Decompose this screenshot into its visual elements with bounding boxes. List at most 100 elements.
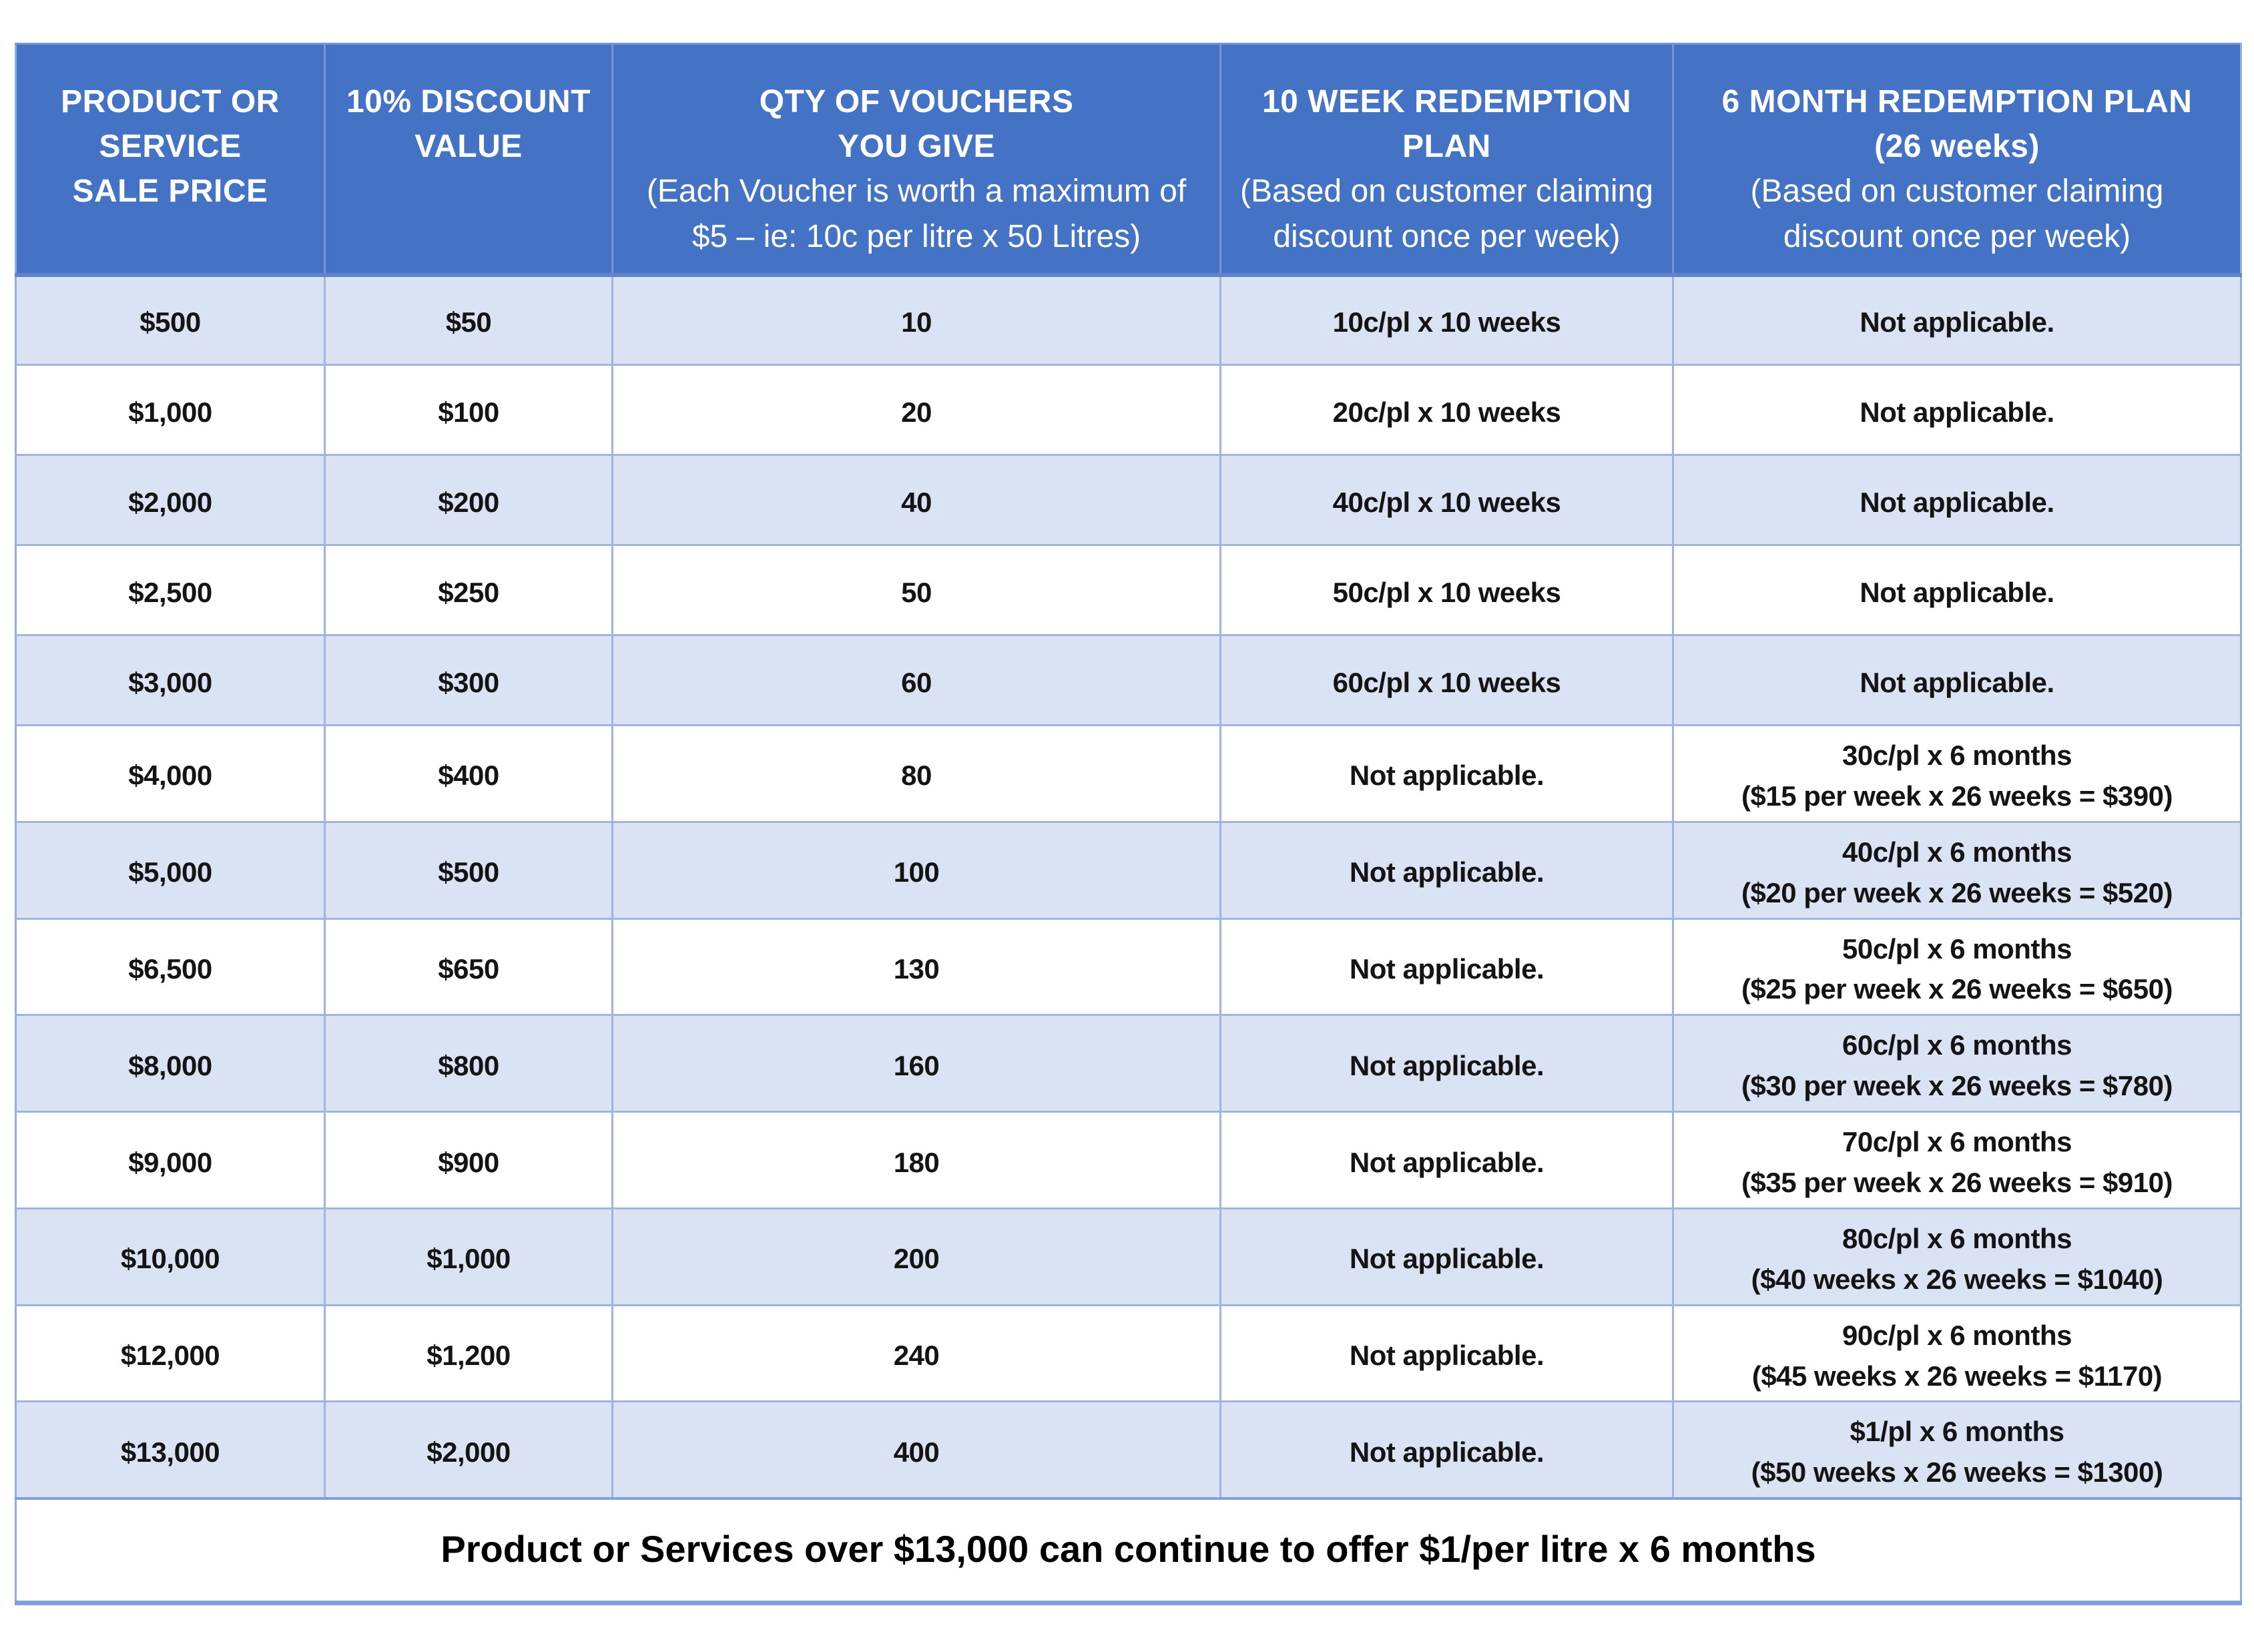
cell-voucher-qty: 200 — [611, 1207, 1221, 1306]
plan-line-2: ($40 weeks x 26 weeks = $1040) — [1751, 1263, 2163, 1295]
table-row: $2,500 $250 50 50c/pl x 10 weeks Not app… — [15, 544, 2242, 636]
cell-voucher-qty: 20 — [611, 364, 1221, 456]
table-header: PRODUCT OR SERVICE SALE PRICE 10% DISCOU… — [15, 43, 2242, 277]
table-row: $500 $50 10 10c/pl x 10 weeks Not applic… — [15, 274, 2242, 366]
table-row: $9,000 $900 180 Not applicable. 70c/pl x… — [15, 1111, 2242, 1209]
header-sale-price-title: PRODUCT OR SERVICE SALE PRICE — [61, 84, 280, 210]
plan-line-1: 80c/pl x 6 months — [1842, 1222, 2072, 1254]
plan-line-1: Not applicable. — [1860, 486, 2054, 518]
cell-10-week-plan: Not applicable. — [1219, 1400, 1674, 1500]
cell-6-month-plan: Not applicable. — [1672, 544, 2242, 636]
table-row: $12,000 $1,200 240 Not applicable. 90c/p… — [15, 1304, 2242, 1403]
header-10-week-plan-note: (Based on customer claiming discount onc… — [1240, 174, 1653, 254]
table-row: $4,000 $400 80 Not applicable. 30c/pl x … — [15, 724, 2242, 823]
cell-10-week-plan: Not applicable. — [1219, 1304, 1674, 1403]
plan-line-1: 90c/pl x 6 months — [1842, 1319, 2072, 1351]
footer-note: Product or Services over $13,000 can con… — [15, 1497, 2242, 1605]
plan-line-1: Not applicable. — [1860, 396, 2054, 428]
plan-line-1: 40c/pl x 6 months — [1842, 836, 2072, 868]
cell-voucher-qty: 100 — [611, 820, 1221, 920]
plan-line-1: Not applicable. — [1860, 666, 2054, 698]
plan-line-1: 70c/pl x 6 months — [1842, 1126, 2072, 1158]
cell-sale-price: $2,500 — [15, 544, 326, 636]
plan-line-1: Not applicable. — [1860, 306, 2054, 338]
cell-6-month-plan: 60c/pl x 6 months ($30 per week x 26 week… — [1672, 1014, 2242, 1113]
table-row: $10,000 $1,000 200 Not applicable. 80c/p… — [15, 1207, 2242, 1306]
header-6-month-plan-note: (Based on customer claiming discount onc… — [1750, 174, 2164, 254]
cell-10-week-plan: 20c/pl x 10 weeks — [1219, 364, 1674, 456]
cell-discount-value: $250 — [324, 544, 613, 636]
header-10-week-plan-title: 10 WEEK REDEMPTION PLAN — [1261, 84, 1632, 165]
cell-sale-price: $1,000 — [15, 364, 326, 456]
plan-line-1: 60c/pl x 6 months — [1842, 1029, 2072, 1061]
plan-line-2: ($35 per week x 26 weeks = $910) — [1741, 1167, 2173, 1199]
header-discount-value: 10% DISCOUNT VALUE — [324, 43, 613, 277]
cell-voucher-qty: 60 — [611, 634, 1221, 726]
plan-line-1: Not applicable. — [1860, 576, 2054, 608]
cell-sale-price: $8,000 — [15, 1014, 326, 1113]
cell-sale-price: $9,000 — [15, 1111, 326, 1209]
cell-sale-price: $2,000 — [15, 454, 326, 546]
cell-6-month-plan: 90c/pl x 6 months ($45 weeks x 26 weeks =… — [1672, 1304, 2242, 1403]
cell-sale-price: $500 — [15, 274, 326, 366]
voucher-redemption-table: PRODUCT OR SERVICE SALE PRICE 10% DISCOU… — [15, 43, 2242, 1605]
header-voucher-qty-title: QTY OF VOUCHERS YOU GIVE — [759, 84, 1074, 165]
cell-sale-price: $6,500 — [15, 917, 326, 1017]
cell-voucher-qty: 400 — [611, 1400, 1221, 1500]
cell-discount-value: $650 — [324, 917, 613, 1017]
table-row: $2,000 $200 40 40c/pl x 10 weeks Not app… — [15, 454, 2242, 546]
plan-line-2: ($50 weeks x 26 weeks = $1300) — [1751, 1456, 2163, 1488]
cell-6-month-plan: 50c/pl x 6 months ($25 per week x 26 week… — [1672, 917, 2242, 1017]
cell-voucher-qty: 160 — [611, 1014, 1221, 1113]
cell-6-month-plan: 30c/pl x 6 months ($15 per week x 26 week… — [1672, 724, 2242, 823]
plan-line-1: 50c/pl x 6 months — [1842, 932, 2072, 965]
cell-10-week-plan: Not applicable. — [1219, 820, 1674, 920]
header-row: PRODUCT OR SERVICE SALE PRICE 10% DISCOU… — [15, 43, 2242, 277]
cell-voucher-qty: 180 — [611, 1111, 1221, 1209]
plan-line-2: ($45 weeks x 26 weeks = $1170) — [1751, 1360, 2163, 1392]
cell-discount-value: $50 — [324, 274, 613, 366]
cell-discount-value: $500 — [324, 820, 613, 920]
cell-10-week-plan: 40c/pl x 10 weeks — [1219, 454, 1674, 546]
cell-sale-price: $13,000 — [15, 1400, 326, 1500]
footer-row: Product or Services over $13,000 can con… — [15, 1497, 2242, 1605]
cell-6-month-plan: Not applicable. — [1672, 634, 2242, 726]
table-footer: Product or Services over $13,000 can con… — [15, 1497, 2242, 1605]
plan-line-1: 30c/pl x 6 months — [1842, 740, 2072, 771]
cell-10-week-plan: Not applicable. — [1219, 1111, 1674, 1209]
cell-discount-value: $800 — [324, 1014, 613, 1113]
plan-line-2: ($15 per week x 26 weeks = $390) — [1741, 780, 2173, 812]
cell-discount-value: $300 — [324, 634, 613, 726]
cell-voucher-qty: 130 — [611, 917, 1221, 1017]
header-sale-price: PRODUCT OR SERVICE SALE PRICE — [15, 43, 326, 277]
plan-line-2: ($20 per week x 26 weeks = $520) — [1741, 876, 2173, 908]
cell-discount-value: $400 — [324, 724, 613, 823]
cell-6-month-plan: Not applicable. — [1672, 454, 2242, 546]
cell-discount-value: $2,000 — [324, 1400, 613, 1500]
header-discount-value-title: 10% DISCOUNT VALUE — [346, 84, 591, 165]
table-row: $6,500 $650 130 Not applicable. 50c/pl x… — [15, 917, 2242, 1017]
cell-discount-value: $1,200 — [324, 1304, 613, 1403]
cell-6-month-plan: Not applicable. — [1672, 274, 2242, 366]
cell-10-week-plan: Not applicable. — [1219, 724, 1674, 823]
cell-sale-price: $10,000 — [15, 1207, 326, 1306]
header-6-month-plan: 6 MONTH REDEMPTION PLAN (26 weeks) (Base… — [1672, 43, 2242, 277]
table-row: $1,000 $100 20 20c/pl x 10 weeks Not app… — [15, 364, 2242, 456]
plan-line-2: ($30 per week x 26 weeks = $780) — [1741, 1070, 2173, 1102]
cell-6-month-plan: $1/pl x 6 months ($50 weeks x 26 weeks = … — [1672, 1400, 2242, 1500]
table-row: $5,000 $500 100 Not applicable. 40c/pl x… — [15, 820, 2242, 920]
cell-discount-value: $100 — [324, 364, 613, 456]
cell-voucher-qty: 240 — [611, 1304, 1221, 1403]
cell-6-month-plan: Not applicable. — [1672, 364, 2242, 456]
cell-voucher-qty: 40 — [611, 454, 1221, 546]
cell-sale-price: $4,000 — [15, 724, 326, 823]
cell-6-month-plan: 80c/pl x 6 months ($40 weeks x 26 weeks =… — [1672, 1207, 2242, 1306]
cell-voucher-qty: 50 — [611, 544, 1221, 636]
table-row: $3,000 $300 60 60c/pl x 10 weeks Not app… — [15, 634, 2242, 726]
cell-discount-value: $200 — [324, 454, 613, 546]
cell-sale-price: $12,000 — [15, 1304, 326, 1403]
table-body: $500 $50 10 10c/pl x 10 weeks Not applic… — [15, 274, 2242, 1500]
cell-10-week-plan: Not applicable. — [1219, 1014, 1674, 1113]
cell-10-week-plan: 60c/pl x 10 weeks — [1219, 634, 1674, 726]
